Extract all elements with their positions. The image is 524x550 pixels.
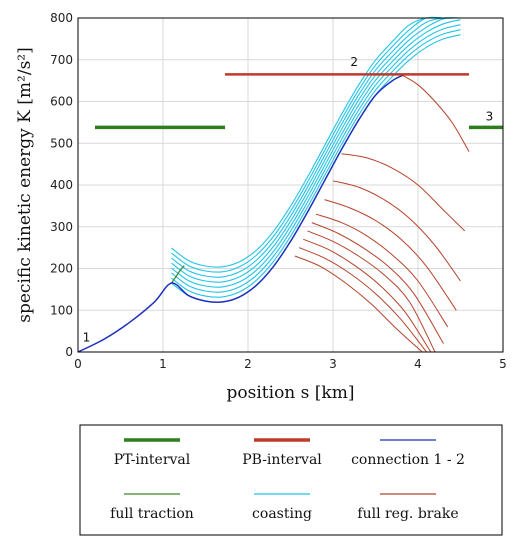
y-tick-label: 200 xyxy=(50,262,73,276)
coasting-curve xyxy=(171,16,461,273)
brake-curve xyxy=(315,213,449,328)
x-tick-label: 0 xyxy=(74,357,82,371)
y-tick-label: 700 xyxy=(50,53,73,67)
legend-label: PB-interval xyxy=(242,452,322,468)
legend-label: connection 1 - 2 xyxy=(351,452,465,468)
legend-box xyxy=(79,424,503,536)
brake-curve xyxy=(341,153,466,232)
x-tick-label: 2 xyxy=(244,357,252,371)
coasting-curve xyxy=(171,17,461,283)
point-labels: 1 2 3 xyxy=(83,55,494,345)
x-tick-label: 1 xyxy=(159,357,167,371)
coasting-curve xyxy=(171,24,461,293)
x-axis-label: position s [km] xyxy=(227,383,355,403)
x-tick-label: 5 xyxy=(499,357,507,371)
brake-curve xyxy=(298,247,427,353)
x-tick-label: 3 xyxy=(329,357,337,371)
brake-curve xyxy=(400,73,470,152)
brake-curve xyxy=(307,230,436,353)
y-tick-label: 100 xyxy=(50,303,73,317)
legend-label: full reg. brake xyxy=(357,506,458,522)
legend-label: coasting xyxy=(252,506,312,522)
point-label: 2 xyxy=(350,55,358,69)
grid xyxy=(77,17,504,353)
point-label: 3 xyxy=(486,109,494,123)
y-tick-label: 300 xyxy=(50,220,73,234)
y-tick-label: 600 xyxy=(50,95,73,109)
point-label: 1 xyxy=(83,331,91,345)
legend-label: full traction xyxy=(110,506,194,522)
legend: PT-interval PB-interval connection 1 - 2 fu… xyxy=(79,424,503,536)
series-group xyxy=(77,16,503,353)
y-axis-label: specific kinetic energy K [m²/s²] xyxy=(15,47,35,323)
brake-curve xyxy=(303,238,432,353)
traction-curve xyxy=(171,265,185,284)
y-tick-label: 800 xyxy=(50,11,73,25)
y-tick-label: 0 xyxy=(65,345,73,359)
coasting-curve xyxy=(171,29,461,298)
coasting-curve xyxy=(171,16,461,268)
connection-curve xyxy=(77,73,406,353)
plot-frame xyxy=(77,17,504,353)
brake-curve xyxy=(311,222,444,344)
y-tick-label: 400 xyxy=(50,178,73,192)
coasting-curve xyxy=(171,17,461,278)
brake-curve xyxy=(324,199,457,311)
x-tick-label: 4 xyxy=(414,357,422,371)
brake-curve xyxy=(332,180,461,282)
y-tick-label: 500 xyxy=(50,136,73,150)
brake-curve xyxy=(294,255,423,353)
coasting-curve xyxy=(171,19,461,288)
legend-label: PT-interval xyxy=(114,452,191,468)
